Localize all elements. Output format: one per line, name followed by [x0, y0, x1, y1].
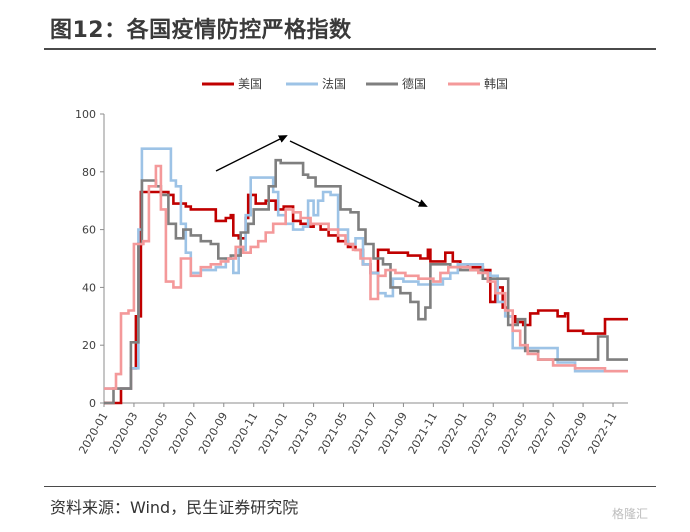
- series-line-德国: [104, 158, 628, 405]
- y-tick-label: 80: [82, 166, 96, 179]
- y-tick-label: 60: [82, 224, 96, 237]
- x-tick-label: 2022-11: [585, 410, 619, 456]
- legend-label: 法国: [322, 77, 346, 91]
- watermark: 格隆汇: [612, 507, 649, 521]
- figure-title: 图12：各国疫情防控严格指数: [50, 18, 352, 43]
- y-tick-label: 20: [82, 339, 96, 352]
- trend-arrow-up: [215, 135, 288, 172]
- source-note: 资料来源：Wind，民生证券研究院: [50, 498, 299, 517]
- title-divider: [44, 48, 656, 50]
- trend-arrow-down: [289, 140, 428, 207]
- y-tick-label: 100: [75, 108, 96, 121]
- chart-axes: 0204060801002020-012020-032020-052020-07…: [75, 108, 628, 456]
- series-line-韩国: [104, 164, 628, 390]
- series-line-法国: [104, 147, 628, 390]
- footer-divider: [44, 486, 656, 487]
- stringency-index-chart: 美国 法国 德国 韩国 0204060801002020-012020-032020-…: [75, 76, 628, 456]
- plot-area: [104, 147, 628, 405]
- legend-label: 韩国: [484, 76, 508, 91]
- y-tick-label: 40: [82, 281, 96, 294]
- chart-legend: 美国 法国 德国 韩国: [202, 76, 508, 91]
- y-tick-label: 0: [89, 397, 96, 410]
- legend-label: 德国: [402, 76, 426, 91]
- legend-label: 美国: [238, 77, 262, 91]
